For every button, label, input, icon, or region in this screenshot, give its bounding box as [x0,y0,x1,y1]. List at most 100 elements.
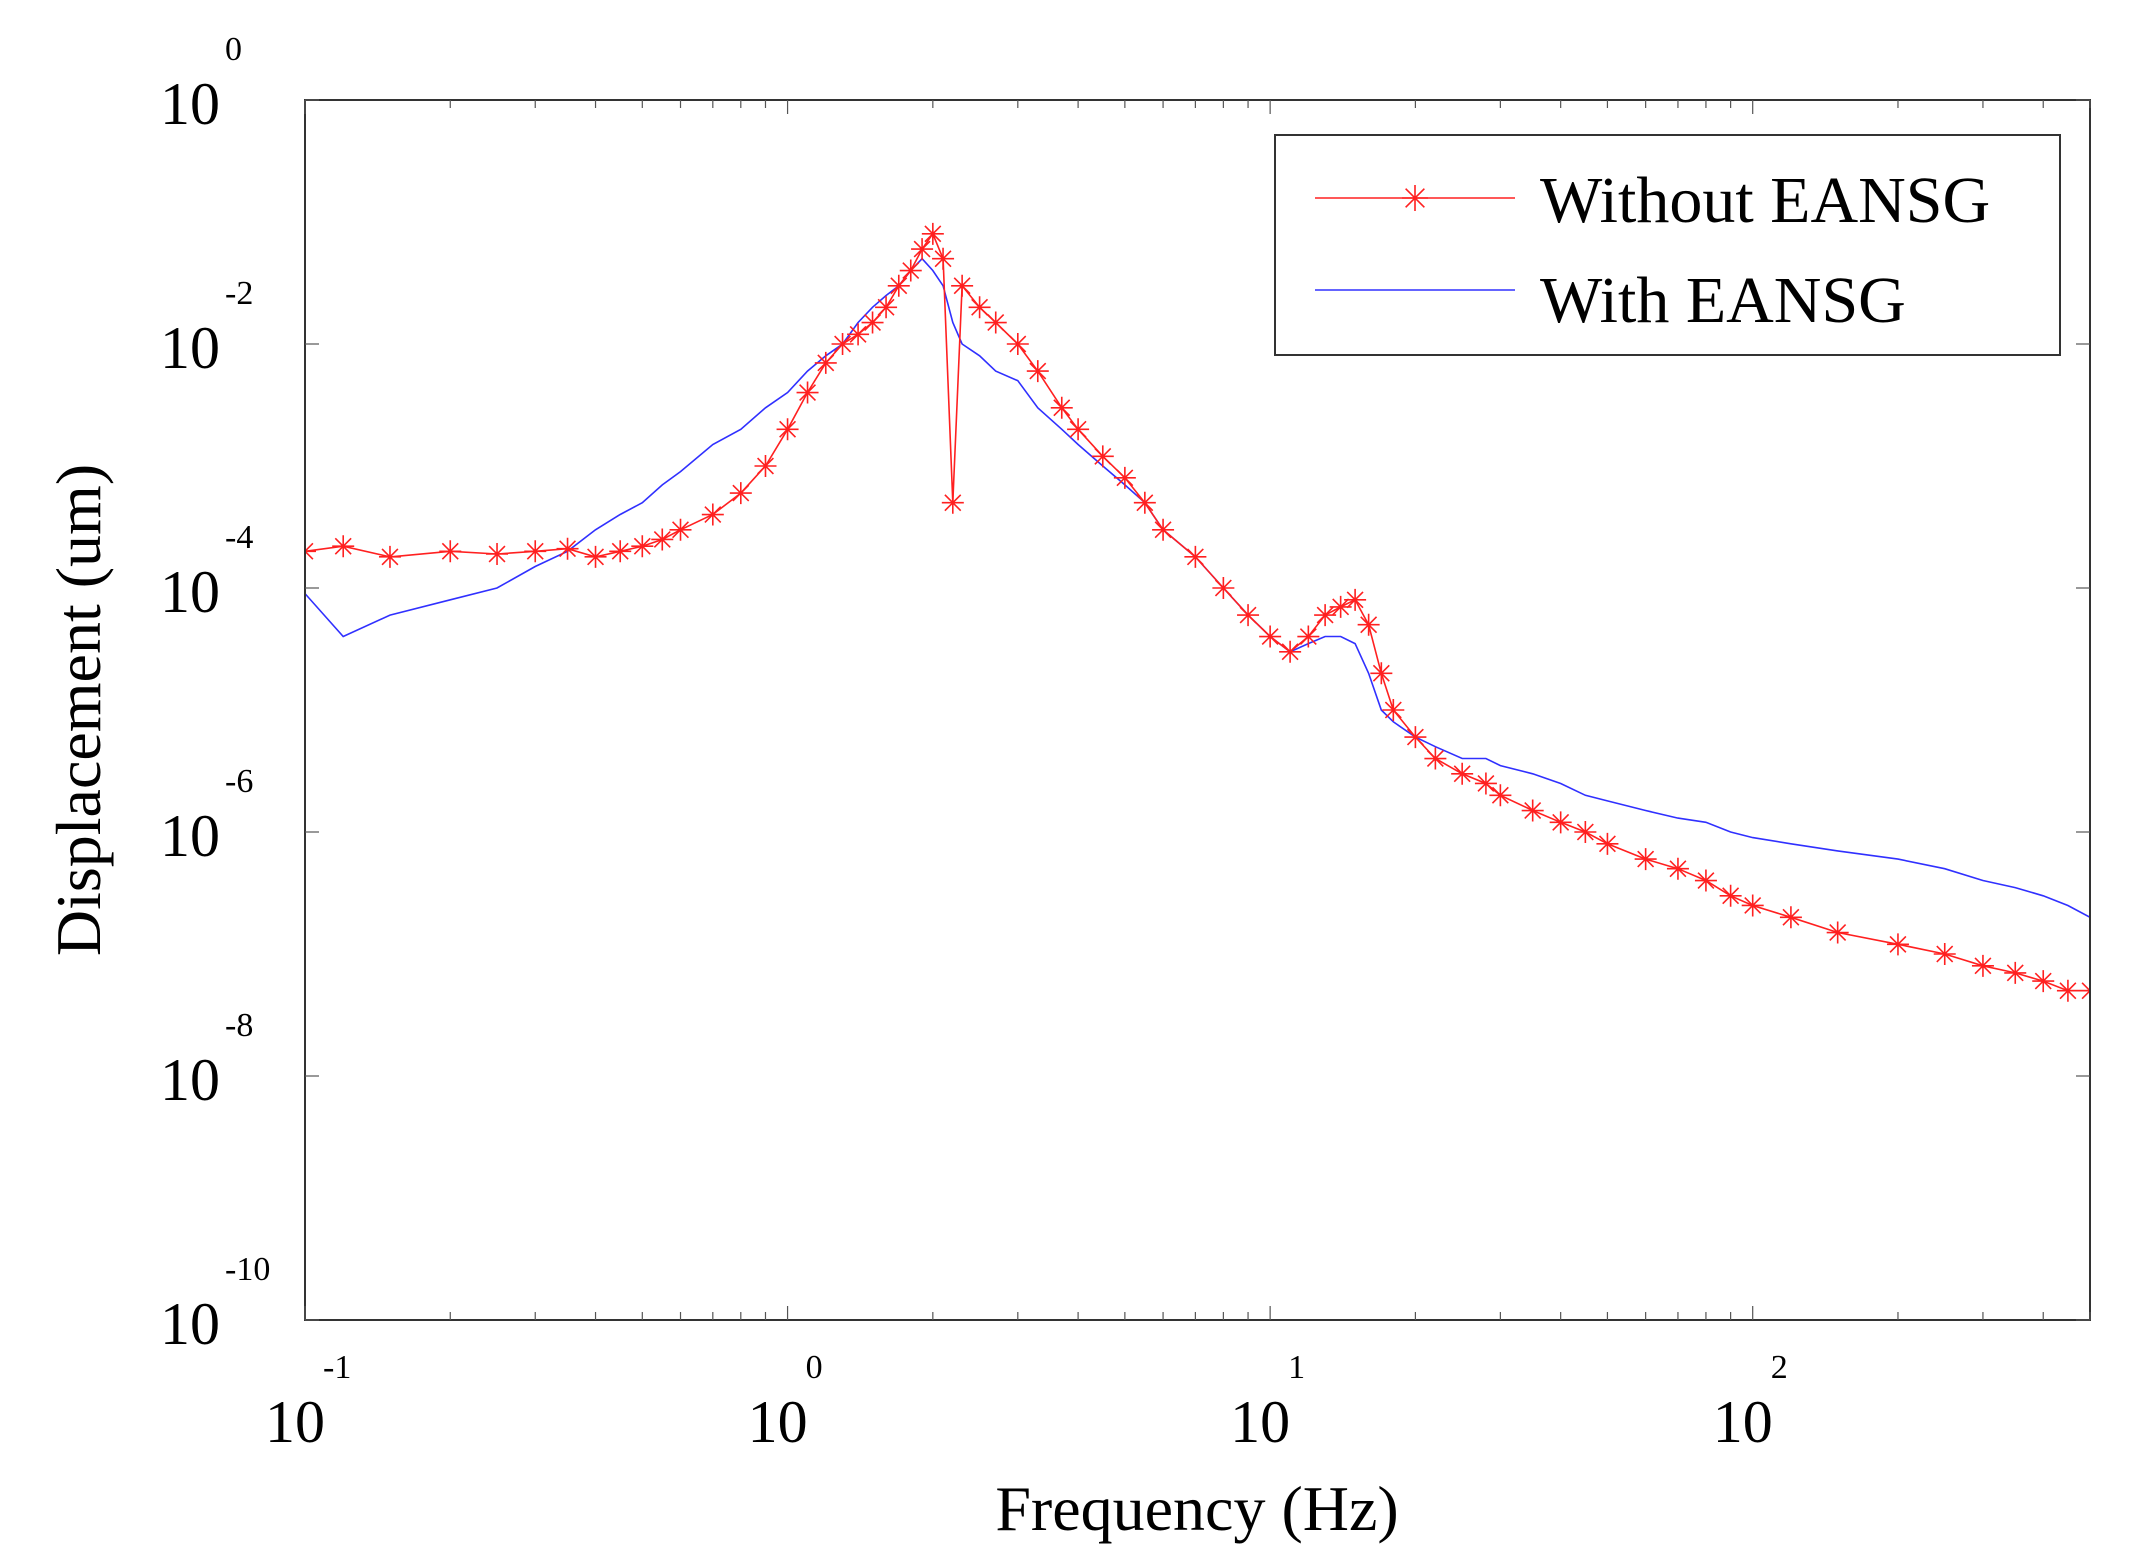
data-point-without-eansg-68 [1933,943,1956,965]
y-tick-label-3: 10 [160,803,220,869]
x-tick-exponent-0: -1 [323,1349,351,1386]
data-point-without-eansg-11 [669,518,692,541]
y-tick-label-5: 10 [160,1291,220,1357]
data-point-without-eansg-70 [2004,961,2027,984]
y-tick-label-1: 10 [160,315,220,381]
data-point-without-eansg-33 [1050,396,1073,419]
legend-asterisk [1402,185,1428,211]
data-point-without-eansg-3 [439,540,462,563]
data-point-without-eansg-42 [1259,625,1282,648]
data-point-without-eansg-7 [584,545,607,568]
data-point-without-eansg-16 [796,381,819,404]
data-point-without-eansg-46 [1329,595,1352,618]
data-point-without-eansg-45 [1314,604,1337,627]
y-axis-title: Displacement (um) [43,464,114,956]
data-point-without-eansg-9 [631,535,654,558]
tick-layer [304,99,2091,1321]
data-point-without-eansg-41 [1237,604,1260,627]
data-point-without-eansg-13 [729,482,752,505]
data-point-without-eansg-44 [1297,625,1320,648]
y-tick-exponent-4: -8 [225,1007,253,1044]
x-tick-exponent-1: 0 [806,1349,823,1386]
series-without-eansg [305,222,2090,1002]
data-point-without-eansg-43 [1279,640,1302,663]
x-tick-label-1: 10 [748,1389,808,1455]
data-point-without-eansg-61 [1666,857,1689,880]
data-point-without-eansg-47 [1344,588,1367,611]
data-point-without-eansg-5 [524,540,547,563]
legend: Without EANSG With EANSG [1274,134,2061,356]
data-point-without-eansg-15 [776,418,799,441]
x-axis-title: Frequency (Hz) [995,1473,1398,1544]
data-point-without-eansg-4 [486,542,509,565]
data-point-without-eansg-55 [1489,784,1512,807]
data-point-without-eansg-51 [1404,726,1427,749]
data-point-without-eansg-66 [1826,921,1849,944]
series-line-with-eansg [305,257,2090,919]
data-point-without-eansg-59 [1596,832,1619,855]
data-point-without-eansg-28 [951,274,974,297]
data-point-without-eansg-18 [831,333,854,355]
data-point-without-eansg-34 [1067,418,1090,441]
data-point-without-eansg-67 [1886,933,1909,956]
data-point-without-eansg-49 [1370,662,1393,685]
legend-marker-without-eansg [1402,185,1428,211]
data-point-without-eansg-20 [861,311,884,334]
data-point-without-eansg-27 [941,491,964,514]
y-tick-label-2: 10 [160,559,220,625]
data-point-without-eansg-36 [1113,466,1136,489]
data-point-without-eansg-52 [1424,747,1447,770]
legend-label-with-eansg: With EANSG [1540,264,1906,337]
data-point-without-eansg-60 [1634,848,1657,871]
y-tick-label-4: 10 [160,1047,220,1113]
plot-frame [304,99,2091,1321]
data-point-without-eansg-26 [932,247,955,270]
y-tick-exponent-3: -6 [225,763,253,800]
data-point-without-eansg-39 [1184,545,1207,568]
data-point-without-eansg-24 [911,238,934,261]
data-point-without-eansg-29 [968,296,991,319]
x-tick-label-2: 10 [1230,1389,1290,1455]
data-point-without-eansg-62 [1694,869,1717,892]
data-point-without-eansg-31 [1006,333,1029,355]
data-point-without-eansg-64 [1741,894,1764,917]
legend-label-without-eansg: Without EANSG [1540,164,1990,237]
data-point-without-eansg-38 [1152,518,1175,541]
data-point-without-eansg-58 [1574,821,1597,843]
series-with-eansg [305,257,2090,919]
data-point-without-eansg-54 [1474,772,1497,795]
data-point-without-eansg-23 [899,259,922,282]
y-tick-exponent-2: -4 [225,519,253,556]
data-point-without-eansg-72 [2056,979,2079,1002]
data-point-without-eansg-48 [1357,613,1380,636]
data-point-without-eansg-19 [847,323,870,346]
y-tick-label-0: 10 [160,71,220,137]
data-point-without-eansg-25 [921,222,944,245]
data-point-without-eansg-10 [651,528,674,551]
legend-box [1274,134,2061,356]
data-point-without-eansg-56 [1521,799,1544,822]
data-point-without-eansg-6 [556,537,579,560]
data-point-without-eansg-69 [1971,954,1994,977]
y-tick-exponent-5: -10 [225,1251,270,1288]
data-point-without-eansg-30 [984,311,1007,334]
data-point-without-eansg-2 [378,545,401,568]
data-point-without-eansg-50 [1382,699,1405,721]
data-point-without-eansg-22 [887,274,910,297]
data-point-without-eansg-65 [1779,906,1802,929]
series-layer [305,222,2090,1002]
y-tick-exponent-1: -2 [225,275,253,312]
data-point-without-eansg-37 [1133,491,1156,514]
data-point-without-eansg-32 [1026,360,1049,383]
data-point-without-eansg-12 [701,503,724,526]
data-point-without-eansg-8 [609,540,632,563]
data-point-without-eansg-53 [1451,762,1474,785]
x-tick-label-0: 10 [265,1389,325,1455]
data-point-without-eansg-71 [2032,970,2055,993]
data-point-without-eansg-63 [1719,884,1742,907]
data-point-without-eansg-40 [1212,577,1235,599]
data-point-without-eansg-17 [814,351,837,374]
data-point-without-eansg-57 [1549,811,1572,834]
x-tick-exponent-3: 2 [1771,1349,1788,1386]
